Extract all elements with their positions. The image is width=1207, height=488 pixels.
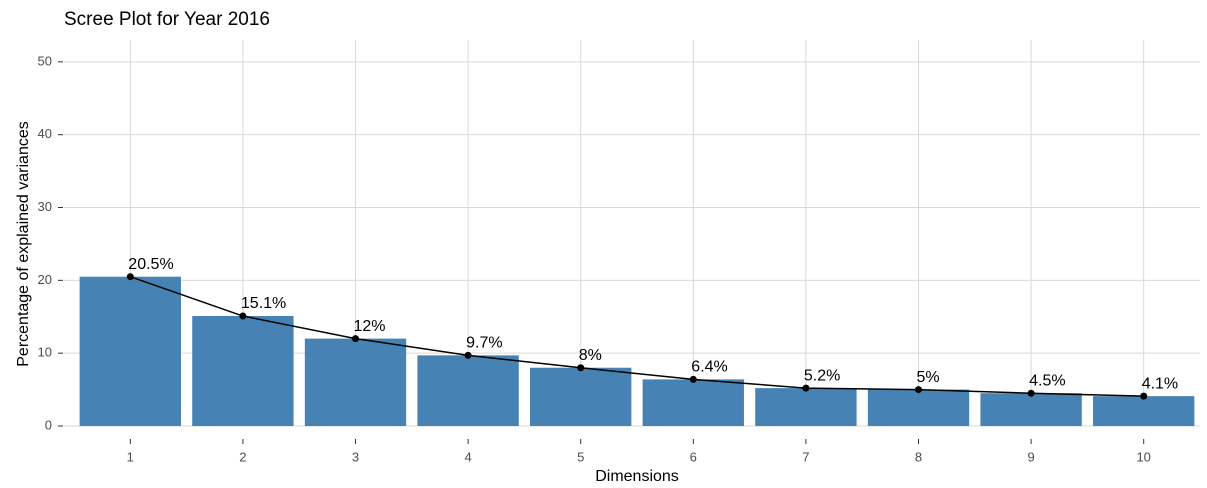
bar <box>867 389 970 426</box>
point <box>802 384 810 392</box>
point <box>915 386 922 394</box>
point <box>239 312 247 320</box>
point <box>126 273 134 281</box>
bar <box>530 367 632 426</box>
value-label: 20.5% <box>128 256 173 273</box>
value-label: 5.2% <box>804 367 840 384</box>
point <box>1140 392 1148 400</box>
x-tick-label: 4 <box>464 449 471 464</box>
y-tick-label: 20 <box>38 272 52 287</box>
x-tick-label: 9 <box>1027 449 1034 464</box>
value-label: 5% <box>917 369 940 386</box>
bar <box>417 355 519 426</box>
bar <box>642 379 744 426</box>
value-label: 9.7% <box>466 335 502 352</box>
bar <box>980 393 1082 426</box>
point <box>352 335 359 343</box>
bar <box>304 338 407 426</box>
point <box>689 375 697 383</box>
point <box>464 351 472 359</box>
bar <box>1093 396 1195 426</box>
value-label: 4.5% <box>1029 372 1065 389</box>
y-tick-label: 50 <box>38 53 52 68</box>
value-label: 15.1% <box>241 295 286 312</box>
y-axis-label: Percentage of explained variances <box>15 121 32 367</box>
x-tick-label: 5 <box>577 449 584 464</box>
value-label: 8% <box>579 347 602 364</box>
x-tick-label: 6 <box>690 449 697 464</box>
value-label: 4.1% <box>1142 375 1178 392</box>
chart-title: Scree Plot for Year 2016 <box>64 9 270 30</box>
bar <box>79 276 181 426</box>
x-tick-label: 7 <box>802 449 809 464</box>
x-tick-label: 1 <box>127 449 134 464</box>
y-tick-label: 40 <box>38 126 52 141</box>
point <box>1027 389 1035 397</box>
y-tick-label: 0 <box>45 417 52 432</box>
x-tick-label: 3 <box>352 449 359 464</box>
x-tick-label: 8 <box>915 449 922 464</box>
x-tick-label: 2 <box>239 449 246 464</box>
x-axis-label: Dimensions <box>595 468 679 485</box>
y-tick-label: 10 <box>38 345 52 360</box>
bar <box>755 388 857 426</box>
value-label: 6.4% <box>691 359 727 376</box>
point <box>577 364 585 372</box>
y-tick-label: 30 <box>38 199 52 214</box>
trend-line <box>130 275 1144 397</box>
x-tick-label: 10 <box>1136 449 1150 464</box>
value-label: 12% <box>354 318 386 335</box>
bar <box>192 316 294 426</box>
